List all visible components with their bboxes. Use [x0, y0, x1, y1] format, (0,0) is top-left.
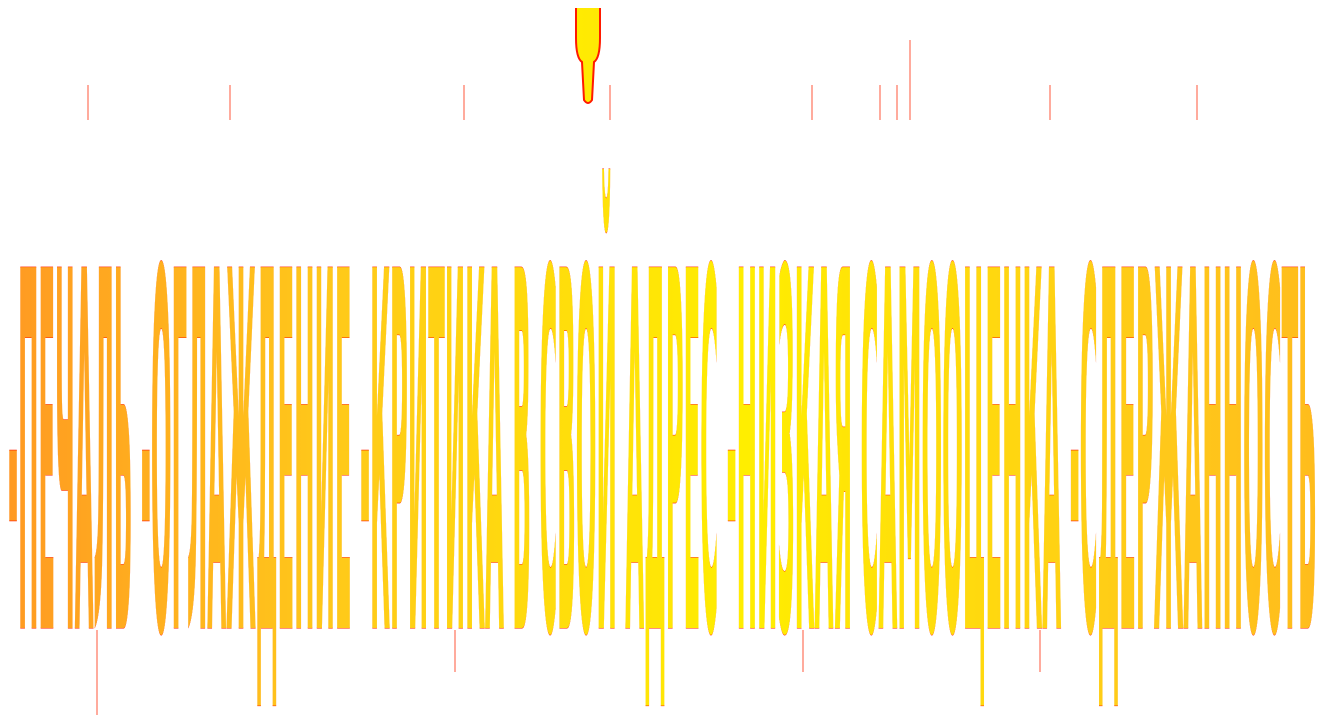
breve-mark — [575, 8, 601, 104]
wordart-text: -ПЕЧАЛЬ -ОГЛАЖДЕНИЕ -КРИТИКА В СВОЙ АДРЕ… — [8, 164, 1317, 715]
accent-hairlines — [87, 40, 1198, 715]
